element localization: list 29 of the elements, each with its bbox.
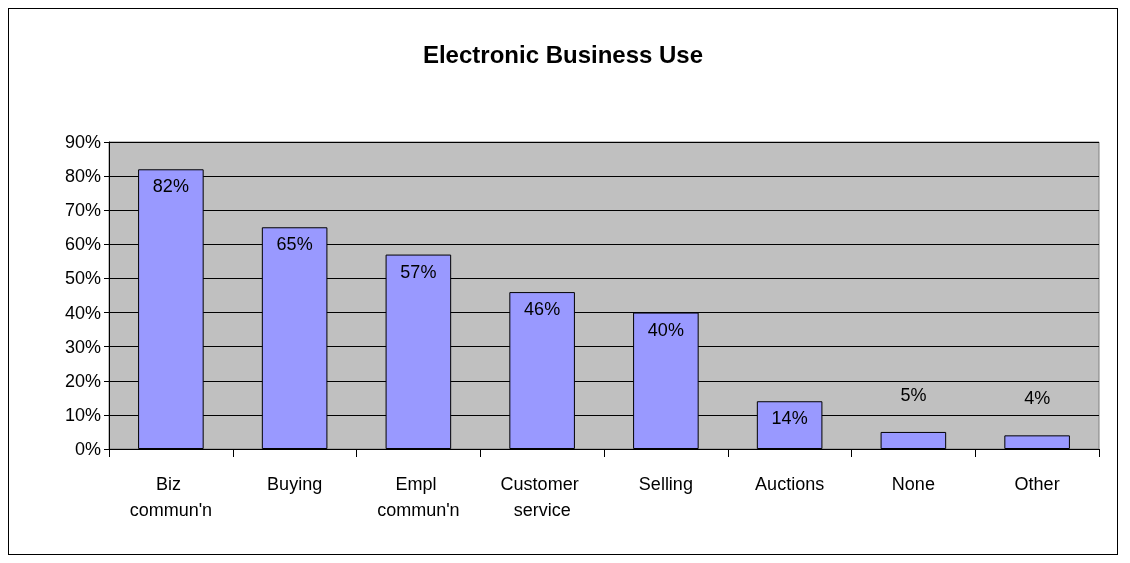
data-label: 82%: [152, 176, 189, 197]
chart-title: Electronic Business Use: [422, 40, 704, 68]
y-tick-label: 70%: [64, 200, 101, 221]
data-label: 5%: [900, 384, 927, 405]
data-label: 14%: [771, 408, 808, 429]
data-label: 46%: [524, 299, 561, 320]
y-tick-label: 40%: [64, 302, 101, 323]
x-tick-label: Selling: [638, 474, 693, 494]
y-tick-label: 0%: [74, 439, 101, 459]
bar: [880, 431, 947, 449]
x-tick-label: None: [891, 474, 935, 494]
y-tick-label: 30%: [64, 336, 101, 357]
y-tick-label: 10%: [64, 404, 101, 425]
data-label: 57%: [400, 261, 437, 282]
data-label: 65%: [276, 234, 313, 255]
x-tick-label: Buying: [267, 474, 323, 494]
data-label: 40%: [647, 319, 684, 340]
x-tick-label: Auctions: [755, 474, 825, 494]
x-tick-label: Customer service: [500, 474, 584, 520]
bar: [1004, 435, 1070, 449]
y-tick-label: 90%: [64, 132, 101, 152]
x-tick-label: Other: [1014, 474, 1060, 494]
x-tick-label: Empl commun'n: [377, 474, 460, 520]
y-tick-label: 50%: [64, 268, 101, 289]
x-tick-label: Biz commun'n: [129, 474, 213, 520]
y-tick-label: 60%: [64, 234, 101, 255]
data-label: 4%: [1024, 388, 1051, 409]
y-tick-label: 20%: [64, 370, 101, 391]
y-tick-label: 80%: [64, 166, 101, 187]
